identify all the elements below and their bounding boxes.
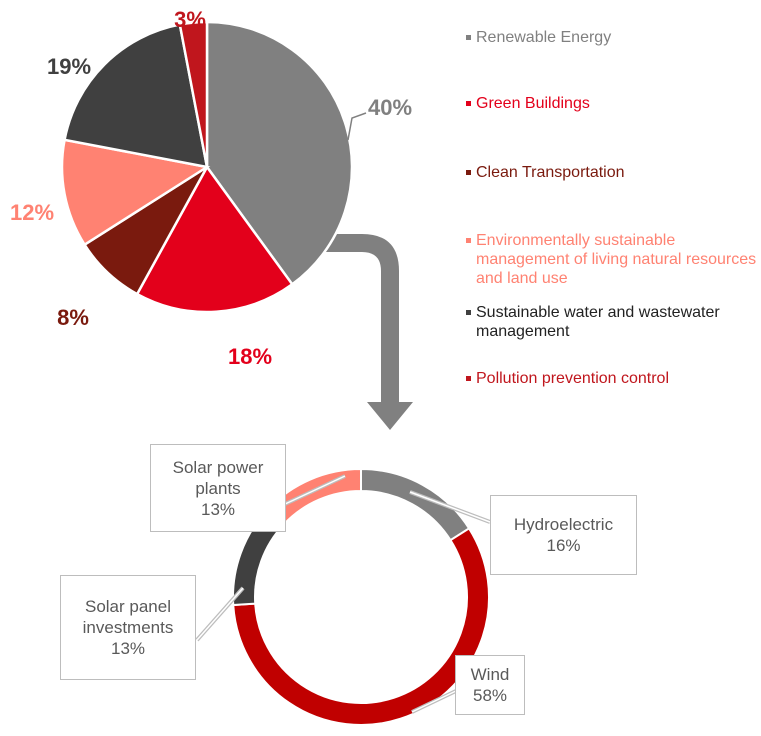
category-label: Solar power plants xyxy=(172,457,264,498)
callout-box: Solar power plants 13% xyxy=(150,444,286,532)
legend-swatch xyxy=(466,170,471,175)
legend-item: Clean Transportation xyxy=(464,163,761,182)
data-label: 3% xyxy=(174,7,206,32)
donut-segment xyxy=(266,467,362,526)
data-label: 12% xyxy=(9,200,55,225)
legend-swatch xyxy=(466,310,471,315)
leader-line xyxy=(196,587,244,641)
leader-line xyxy=(411,689,459,713)
callout-box: Solar panel investments 13% xyxy=(60,575,196,680)
legend-swatch xyxy=(466,101,471,106)
data-label: 8% xyxy=(57,305,89,330)
data-label: 40% xyxy=(367,95,413,120)
legend-item: Sustainable water and wastewater managem… xyxy=(464,303,761,341)
pie xyxy=(60,20,367,314)
arrow xyxy=(326,234,413,430)
category-label: Hydroelectric xyxy=(513,515,614,534)
pie-slice xyxy=(178,20,209,168)
legend-swatch xyxy=(466,35,471,40)
data-label: 58% xyxy=(472,686,508,705)
data-label: 13% xyxy=(200,499,236,519)
donut-segment xyxy=(360,467,471,542)
legend-swatch xyxy=(466,376,471,381)
leader-line xyxy=(347,112,367,141)
legend-item: Environmentally sustainable management o… xyxy=(464,231,761,288)
pie-slice xyxy=(63,23,209,169)
category-label: Wind xyxy=(470,665,510,684)
data-label: 19% xyxy=(46,54,92,79)
pie-slice xyxy=(135,164,294,314)
data-label: 16% xyxy=(546,536,581,555)
data-label: 13% xyxy=(110,639,146,658)
category-label: Solar panel investments xyxy=(82,597,174,637)
legend-swatch xyxy=(466,238,471,243)
callout-box: Wind 58% xyxy=(455,655,525,715)
legend-item: Green Buildings xyxy=(464,94,761,113)
legend-item: Pollution prevention control xyxy=(464,369,761,388)
callout-box: Hydroelectric 16% xyxy=(490,495,637,575)
leader-line xyxy=(409,491,491,523)
leaders xyxy=(195,474,491,714)
pie-slice xyxy=(205,20,354,287)
legend-item: Renewable Energy xyxy=(464,28,761,47)
leader-line xyxy=(282,475,346,506)
pie-slice xyxy=(60,138,211,247)
data-label: 18% xyxy=(227,344,273,369)
